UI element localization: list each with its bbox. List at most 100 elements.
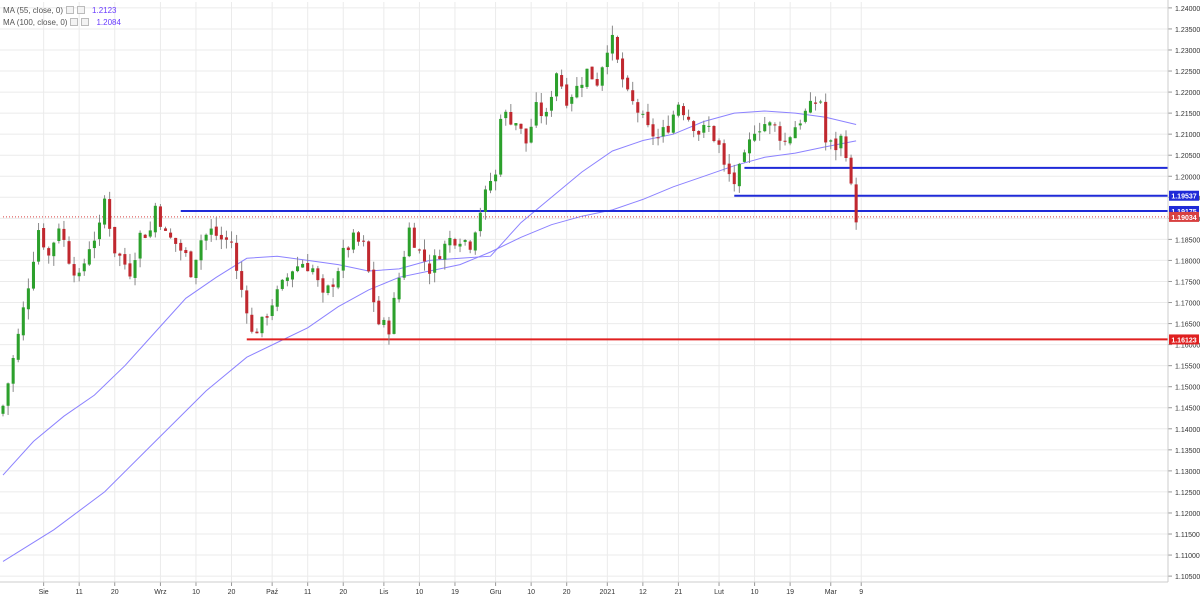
candle-body: [641, 113, 645, 115]
candle-body: [600, 67, 604, 86]
candle-body: [824, 101, 828, 143]
candle-body: [549, 96, 553, 111]
candle-body: [595, 79, 599, 86]
candle-body: [72, 264, 76, 276]
candle-body: [356, 232, 361, 242]
y-tick-label: 1.18000: [1175, 258, 1200, 265]
close-icon[interactable]: [77, 6, 86, 14]
candle-body: [311, 268, 315, 273]
candle-body: [468, 241, 472, 250]
candle-body: [808, 100, 812, 113]
candle-body: [712, 125, 716, 142]
settings-icon[interactable]: [70, 18, 79, 26]
ma55-indicator[interactable]: MA (55, close, 0) 1.2123: [3, 4, 117, 16]
candle-body: [438, 256, 442, 260]
level-label: 1.19034: [1171, 215, 1196, 222]
candle-body: [57, 228, 61, 242]
candle-body: [163, 228, 168, 231]
candle-body: [204, 234, 208, 241]
candle-body: [671, 114, 675, 133]
candle-body: [793, 127, 797, 139]
level-label-box: [1169, 205, 1199, 216]
x-tick-label: 20: [563, 589, 571, 596]
level-label: 1.19537: [1171, 194, 1196, 201]
candle-body: [676, 104, 680, 116]
close-icon[interactable]: [81, 18, 90, 26]
ma100-indicator[interactable]: MA (100, close, 0) 1.2084: [3, 16, 121, 28]
y-tick-label: 1.24000: [1175, 6, 1200, 13]
y-tick-label: 1.13000: [1175, 469, 1200, 476]
y-axis: 1.24000 1.23500 1.23000 1.22500 1.22000 1.215…: [1167, 0, 1200, 582]
candle-body: [52, 242, 56, 257]
candle-body: [621, 58, 625, 80]
candle-body: [26, 288, 30, 310]
ma100-line: [2, 140, 857, 562]
candle-body: [798, 123, 802, 126]
settings-icon[interactable]: [66, 6, 75, 14]
candle-body: [103, 198, 107, 225]
candle-body: [783, 140, 787, 142]
candle-body: [82, 263, 86, 272]
level-label: 1.16123: [1171, 337, 1196, 344]
candle-body: [844, 136, 848, 158]
candle-body: [534, 102, 538, 126]
candle-body: [681, 106, 686, 116]
candle-body: [407, 227, 411, 257]
candle-body: [422, 249, 427, 262]
candle-body: [656, 137, 660, 139]
candle-body: [819, 101, 823, 103]
candle-body: [428, 263, 432, 274]
candle-body: [87, 249, 91, 265]
candle-body: [240, 271, 244, 290]
candle-body: [803, 110, 807, 122]
candle-body: [778, 126, 782, 141]
candle-body: [509, 111, 513, 125]
level-label-box: [1169, 190, 1199, 201]
horizontal-levels: [3, 166, 1168, 341]
candle-body: [321, 278, 325, 293]
candle-body: [417, 249, 421, 251]
candle-body: [67, 241, 71, 264]
candle-body: [433, 255, 437, 273]
candle-body: [214, 226, 218, 236]
candle-body: [524, 128, 528, 144]
candle-body: [514, 123, 518, 126]
x-tick-label: Lut: [714, 589, 724, 596]
candle-body: [174, 237, 178, 244]
candle-body: [499, 118, 503, 175]
candle-body: [458, 243, 462, 247]
x-tick-label: 20: [228, 589, 236, 596]
x-tick-label: 10: [527, 589, 535, 596]
x-tick-label: Paź: [266, 589, 279, 596]
level-label-box: [1169, 211, 1199, 222]
x-tick-label: 10: [751, 589, 759, 596]
x-tick-label: 20: [339, 589, 347, 596]
candle-body: [768, 122, 772, 126]
candle-body: [570, 96, 574, 104]
y-tick-label: 1.11000: [1175, 553, 1200, 560]
candle-body: [285, 277, 289, 281]
candle-body: [11, 358, 15, 384]
candle-body: [31, 261, 35, 289]
x-tick-label: 21: [675, 589, 683, 596]
candle-body: [158, 206, 162, 227]
candle-body: [692, 121, 696, 132]
candle-body: [245, 290, 249, 314]
candle-body: [742, 152, 746, 162]
candle-body: [77, 272, 81, 277]
y-tick-label: 1.18500: [1175, 237, 1200, 244]
candle-body: [367, 241, 371, 272]
y-tick-label: 1.21000: [1175, 132, 1200, 139]
y-tick-label: 1.12500: [1175, 490, 1200, 497]
y-tick-label: 1.17500: [1175, 279, 1200, 286]
candle-body: [813, 102, 818, 104]
candle-body: [702, 124, 706, 133]
candle-body: [189, 251, 193, 278]
candle-body: [316, 268, 320, 281]
candle-body: [301, 263, 305, 268]
candle-body: [346, 247, 350, 251]
x-tick-label: 12: [639, 589, 647, 596]
